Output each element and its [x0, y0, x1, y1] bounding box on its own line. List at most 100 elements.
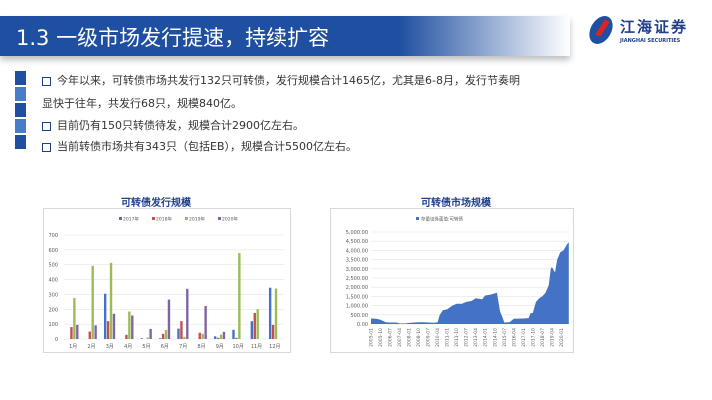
x-tick-label: 2008-10 [416, 328, 422, 347]
x-tick-label: 2007-04 [397, 328, 403, 347]
bar-chart: 0 100 200 300 400 500 600 700 2017年 2018年 2019年 202… [43, 208, 291, 353]
bar [250, 321, 254, 339]
bullet-text: 显快于往年，共发行68只，规模840亿。 [42, 97, 242, 110]
bullet-text: 目前仍有150只转债待发，规模合计2900亿左右。 [57, 119, 304, 132]
page-title: 1.3 一级市场发行提速，持续扩容 [16, 26, 330, 50]
x-tick-label: 4月 [124, 344, 132, 350]
x-tick-label: 2010-04 [435, 328, 441, 347]
x-tick-label: 2005-01 [369, 328, 375, 347]
x-tick-label: 2014-01 [483, 328, 489, 347]
bar [256, 309, 259, 339]
area-chart-title: 可转债市场规模 [421, 198, 491, 209]
side-block [15, 71, 26, 85]
bar [164, 330, 168, 339]
y-tick-label: 3,000.00 [346, 267, 368, 273]
y-tick-label: 700 [48, 233, 58, 239]
legend-swatch [416, 217, 419, 220]
area-chart: 0.00 500.00 1,000.00 1,500.00 2,000.00 2,500.… [330, 208, 574, 353]
y-tick-label: 3,500.00 [346, 258, 368, 264]
bullet-2: 目前仍有150只转债待发，规模合计2900亿左右。 [42, 117, 304, 133]
legend-label: 2018年 [156, 216, 172, 223]
x-tick-label: 2005-10 [378, 328, 384, 347]
bullet-3: 当前转债市场共有343只（包括EB），规模合计5500亿左右。 [42, 138, 357, 154]
checkbox-icon [42, 76, 51, 86]
bar-chart-title: 可转债发行规模 [121, 198, 191, 209]
y-tick-label: 600 [48, 248, 58, 254]
y-tick-label: 400 [48, 278, 58, 284]
bar [125, 334, 128, 339]
x-tick-label: 2015-07 [502, 328, 508, 347]
x-tick-label: 2014-10 [492, 328, 498, 347]
bar [216, 337, 220, 339]
x-tick-label: 2006-07 [388, 328, 394, 347]
bar [235, 337, 238, 339]
y-tick-label: 100 [48, 322, 58, 328]
x-tick-label: 2019-04 [549, 328, 555, 347]
bar [146, 337, 149, 339]
bar [198, 332, 201, 339]
side-block [15, 87, 26, 101]
legend-label: 2017年 [123, 216, 139, 223]
bar [180, 321, 183, 339]
logo-icon [586, 16, 616, 44]
checkbox-icon [42, 121, 51, 131]
y-tick-label: 0.00 [357, 322, 368, 328]
x-tick-label: 2016-04 [511, 328, 517, 347]
bar [222, 331, 226, 339]
y-tick-label: 500.00 [351, 313, 369, 319]
x-tick-label: 9月 [216, 344, 224, 350]
bar [158, 338, 162, 339]
legend-swatch [218, 217, 221, 220]
x-tick-label: 2012-07 [464, 328, 470, 347]
bar [177, 328, 180, 339]
bar [161, 333, 165, 339]
bar [94, 325, 97, 339]
bar [88, 331, 91, 339]
bar [106, 321, 110, 339]
legend-swatch [152, 217, 155, 220]
y-tick-label: 1,500.00 [346, 294, 368, 300]
bullet-text: 今年以来，可转债市场共发行132只可转债，发行规模合计1465亿，尤其是6-8月… [57, 74, 520, 87]
x-tick-label: 12月 [269, 344, 280, 350]
bar [253, 313, 256, 339]
bar [213, 336, 217, 339]
bullet-1-cont: 显快于往年，共发行68只，规模840亿。 [42, 95, 242, 111]
legend-swatch [119, 217, 122, 220]
bar [140, 338, 144, 339]
legend-swatch [185, 217, 188, 220]
x-tick-label: 3月 [106, 344, 114, 350]
side-block [15, 135, 26, 149]
checkbox-icon [42, 142, 51, 152]
bar [271, 324, 275, 339]
x-tick-label: 10月 [232, 344, 243, 350]
x-tick-label: 11月 [251, 344, 262, 350]
bar [91, 265, 94, 339]
y-tick-label: 500 [48, 263, 58, 269]
y-tick-label: 1,000.00 [346, 304, 368, 310]
logo: 江海证券 JIANGHAI SECURITIES [586, 14, 700, 48]
bar [76, 324, 79, 339]
bullet-text: 当前转债市场共有343只（包括EB），规模合计5500亿左右。 [57, 140, 357, 153]
x-tick-label: 2020-01 [559, 328, 565, 347]
bar [167, 299, 171, 339]
legend-label: 2020年 [222, 216, 238, 223]
bar [274, 288, 278, 339]
x-tick-label: 7月 [179, 344, 187, 350]
y-tick-label: 2,500.00 [346, 276, 368, 282]
x-tick-label: 2013-04 [473, 328, 479, 347]
bar [201, 333, 204, 339]
x-tick-label: 2008-01 [407, 328, 413, 347]
y-tick-label: 2,000.00 [346, 285, 368, 291]
bar [219, 334, 223, 339]
bar [149, 328, 152, 339]
bar [131, 315, 134, 339]
bar [183, 336, 186, 339]
bar [186, 288, 189, 339]
bar [268, 287, 272, 339]
bar [128, 311, 131, 339]
x-tick-label: 2018-07 [540, 328, 546, 347]
y-tick-label: 0 [55, 337, 58, 343]
bar [232, 329, 235, 339]
side-block [15, 119, 26, 133]
side-block [15, 103, 26, 117]
